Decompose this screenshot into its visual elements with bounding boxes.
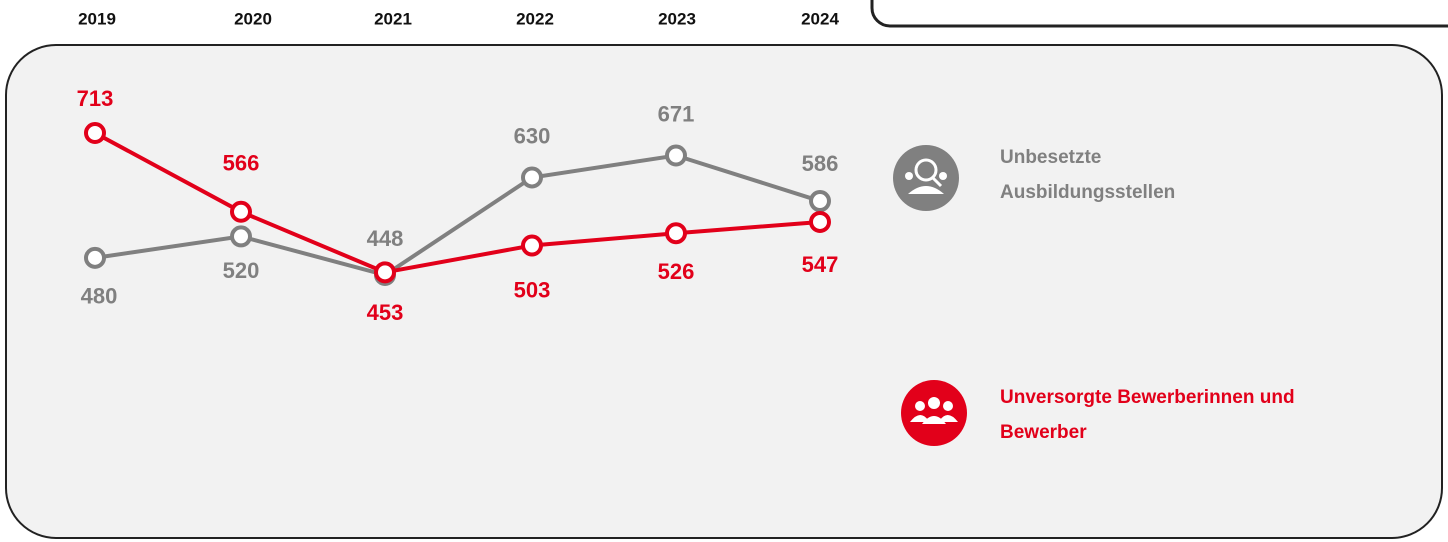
value-label: 448 [367, 226, 404, 251]
value-label: 503 [514, 277, 551, 302]
x-tick-label: 2021 [374, 9, 412, 28]
series-line [94, 153, 821, 278]
legend-label: Unbesetzte Ausbildungsstellen [1000, 147, 1176, 203]
value-label: 547 [802, 252, 839, 277]
value-label: 453 [367, 300, 404, 325]
value-label: 526 [658, 259, 695, 284]
legend-icon-gray [893, 145, 959, 211]
point [230, 225, 252, 248]
legend-label: Unversorgte Bewerberinnen und Bewerber [1000, 387, 1295, 443]
x-tick-label: 2019 [78, 9, 116, 28]
x-tick-label: 2023 [658, 9, 696, 28]
point [665, 222, 687, 245]
point [521, 234, 543, 257]
value-label: 671 [658, 101, 695, 126]
point [809, 210, 831, 233]
series-line [94, 131, 821, 275]
point [230, 200, 252, 223]
value-label: 520 [223, 258, 260, 283]
point [374, 261, 396, 284]
value-label: 713 [77, 86, 114, 111]
value-label: 586 [802, 151, 839, 176]
value-label: 630 [514, 123, 551, 148]
point [84, 122, 106, 144]
point [84, 246, 106, 269]
point [521, 166, 543, 189]
value-label: 480 [81, 284, 118, 309]
value-label: 566 [223, 151, 260, 176]
point [665, 144, 687, 167]
x-tick-label: 2024 [801, 9, 839, 28]
top-box [870, 0, 1448, 28]
x-tick-label: 2022 [516, 9, 554, 28]
point [809, 190, 831, 213]
legend-icon-red [901, 380, 967, 446]
panel [5, 44, 1443, 539]
x-tick-label: 2020 [234, 9, 272, 28]
